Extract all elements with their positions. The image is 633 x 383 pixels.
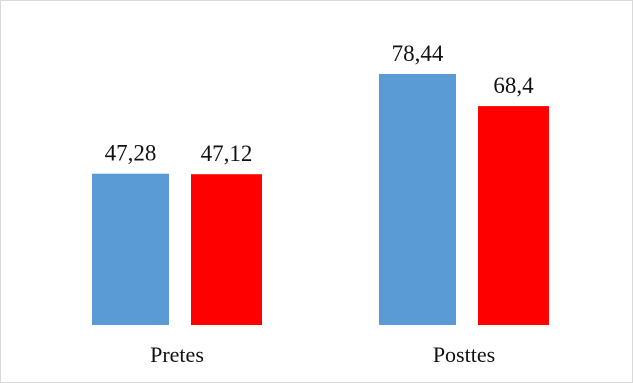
data-label-pretes-series-2: 47,12 [201, 141, 253, 166]
category-label-posttes: Posttes [433, 342, 495, 367]
bar-pretes-series-2 [191, 174, 262, 325]
bar-posttes-series-1 [379, 73, 456, 325]
data-label-posttes-series-2: 68,4 [493, 73, 534, 98]
data-label-posttes-series-1: 78,44 [392, 41, 444, 66]
data-label-pretes-series-1: 47,28 [105, 141, 157, 166]
bar-pretes-series-1 [92, 173, 169, 325]
bar-posttes-series-2 [478, 106, 549, 326]
category-label-pretes: Pretes [150, 342, 204, 367]
